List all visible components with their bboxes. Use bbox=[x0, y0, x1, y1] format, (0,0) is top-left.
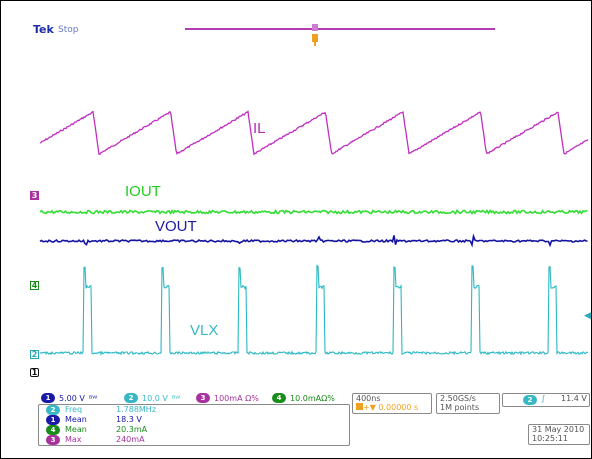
meas-name: Max bbox=[65, 435, 82, 444]
ch3-ground-marker[interactable]: 3 bbox=[30, 191, 39, 200]
timebase-scale: 400ns bbox=[356, 394, 381, 403]
meas-value: 1.788MHz bbox=[116, 405, 157, 414]
channel-readouts: 1 5.00 V ᴮᵂ 2 10.0 V ᴮᵂ 3 100mA Ω% 4 10.… bbox=[38, 393, 588, 405]
ch2-scale: 10.0 V bbox=[142, 393, 168, 403]
meas-source-badge: 1 bbox=[46, 415, 60, 425]
meas-name: Mean bbox=[65, 415, 87, 424]
record-position-bar bbox=[185, 28, 495, 30]
vlx-label: VLX bbox=[190, 322, 219, 339]
ch4-readout[interactable]: 4 10.0mAΩ% bbox=[272, 393, 335, 403]
measurement-list: 2 Freq 1.788MHz 1 Mean 18.3 V 4 Mean 20.… bbox=[42, 405, 342, 445]
trigger-box[interactable]: 2 ∫ 11.4 V bbox=[502, 393, 590, 407]
meas-source-badge: 3 bbox=[46, 435, 60, 445]
ch4-scale: 10.0mAΩ% bbox=[290, 393, 335, 403]
timebase-box[interactable]: 400ns +▼ 0.00000 s bbox=[352, 393, 432, 414]
ch4-badge: 4 bbox=[272, 393, 286, 403]
waveform-display[interactable] bbox=[0, 0, 592, 392]
meas-name: Mean bbox=[65, 425, 87, 434]
date-time-box: 31 May 2010 10:25:11 bbox=[528, 424, 590, 445]
il-waveform bbox=[39, 110, 589, 156]
trigger-level-icon[interactable]: ◀ bbox=[584, 311, 591, 321]
ch4-ground-marker[interactable]: 4 bbox=[30, 281, 39, 290]
vout-waveform bbox=[39, 233, 588, 248]
trigger-level: 11.4 V bbox=[561, 394, 587, 403]
ch2-readout[interactable]: 2 10.0 V ᴮᵂ bbox=[124, 393, 180, 403]
acquisition-box[interactable]: 2.50GS/s 1M points bbox=[436, 393, 500, 414]
ch1-badge: 1 bbox=[41, 393, 55, 403]
measurements-panel bbox=[38, 404, 350, 446]
acquisition-status: Stop bbox=[58, 25, 79, 35]
il-label: IL bbox=[253, 120, 266, 137]
ch2-ground-marker[interactable]: 2 bbox=[30, 350, 39, 359]
sample-rate: 2.50GS/s bbox=[440, 394, 476, 403]
iout-label: IOUT bbox=[125, 183, 161, 200]
brand-logo: Tek bbox=[33, 23, 54, 36]
ch2-badge: 2 bbox=[124, 393, 138, 403]
ch1-readout[interactable]: 1 5.00 V ᴮᵂ bbox=[41, 393, 97, 403]
meas-value: 18.3 V bbox=[116, 415, 142, 424]
ch1-scale: 5.00 V bbox=[59, 393, 85, 403]
iout-waveform bbox=[39, 209, 588, 215]
meas-value: 20.3mA bbox=[116, 425, 148, 434]
measurement-row[interactable]: 2 Freq 1.788MHz bbox=[46, 405, 156, 415]
measurement-row[interactable]: 3 Max 240mA bbox=[46, 435, 145, 445]
record-length: 1M points bbox=[440, 403, 480, 412]
vlx-waveform bbox=[39, 264, 589, 356]
delay-icon bbox=[356, 403, 363, 410]
ch3-badge: 3 bbox=[196, 393, 210, 403]
meas-value: 240mA bbox=[116, 435, 145, 444]
date: 31 May 2010 bbox=[532, 425, 585, 434]
time: 10:25:11 bbox=[532, 434, 568, 443]
edge-icon: ∫ bbox=[541, 394, 546, 403]
measurement-row[interactable]: 4 Mean 20.3mA bbox=[46, 425, 147, 435]
trigger-delay: +▼ 0.00000 s bbox=[356, 403, 418, 412]
meas-source-badge: 4 bbox=[46, 425, 60, 435]
measurement-row[interactable]: 1 Mean 18.3 V bbox=[46, 415, 142, 425]
meas-name: Freq bbox=[65, 405, 83, 414]
trigger-position-icon[interactable] bbox=[312, 24, 318, 46]
ch3-scale: 100mA Ω% bbox=[214, 393, 259, 403]
ch1-ground-marker[interactable]: 1 bbox=[30, 368, 39, 377]
bandwidth-icon: ᴮᵂ bbox=[88, 393, 98, 403]
meas-source-badge: 2 bbox=[46, 405, 60, 415]
trigger-source-badge: 2 bbox=[523, 395, 537, 405]
ch3-readout[interactable]: 3 100mA Ω% bbox=[196, 393, 259, 403]
bandwidth-icon: ᴮᵂ bbox=[171, 393, 181, 403]
vout-label: VOUT bbox=[155, 218, 197, 235]
